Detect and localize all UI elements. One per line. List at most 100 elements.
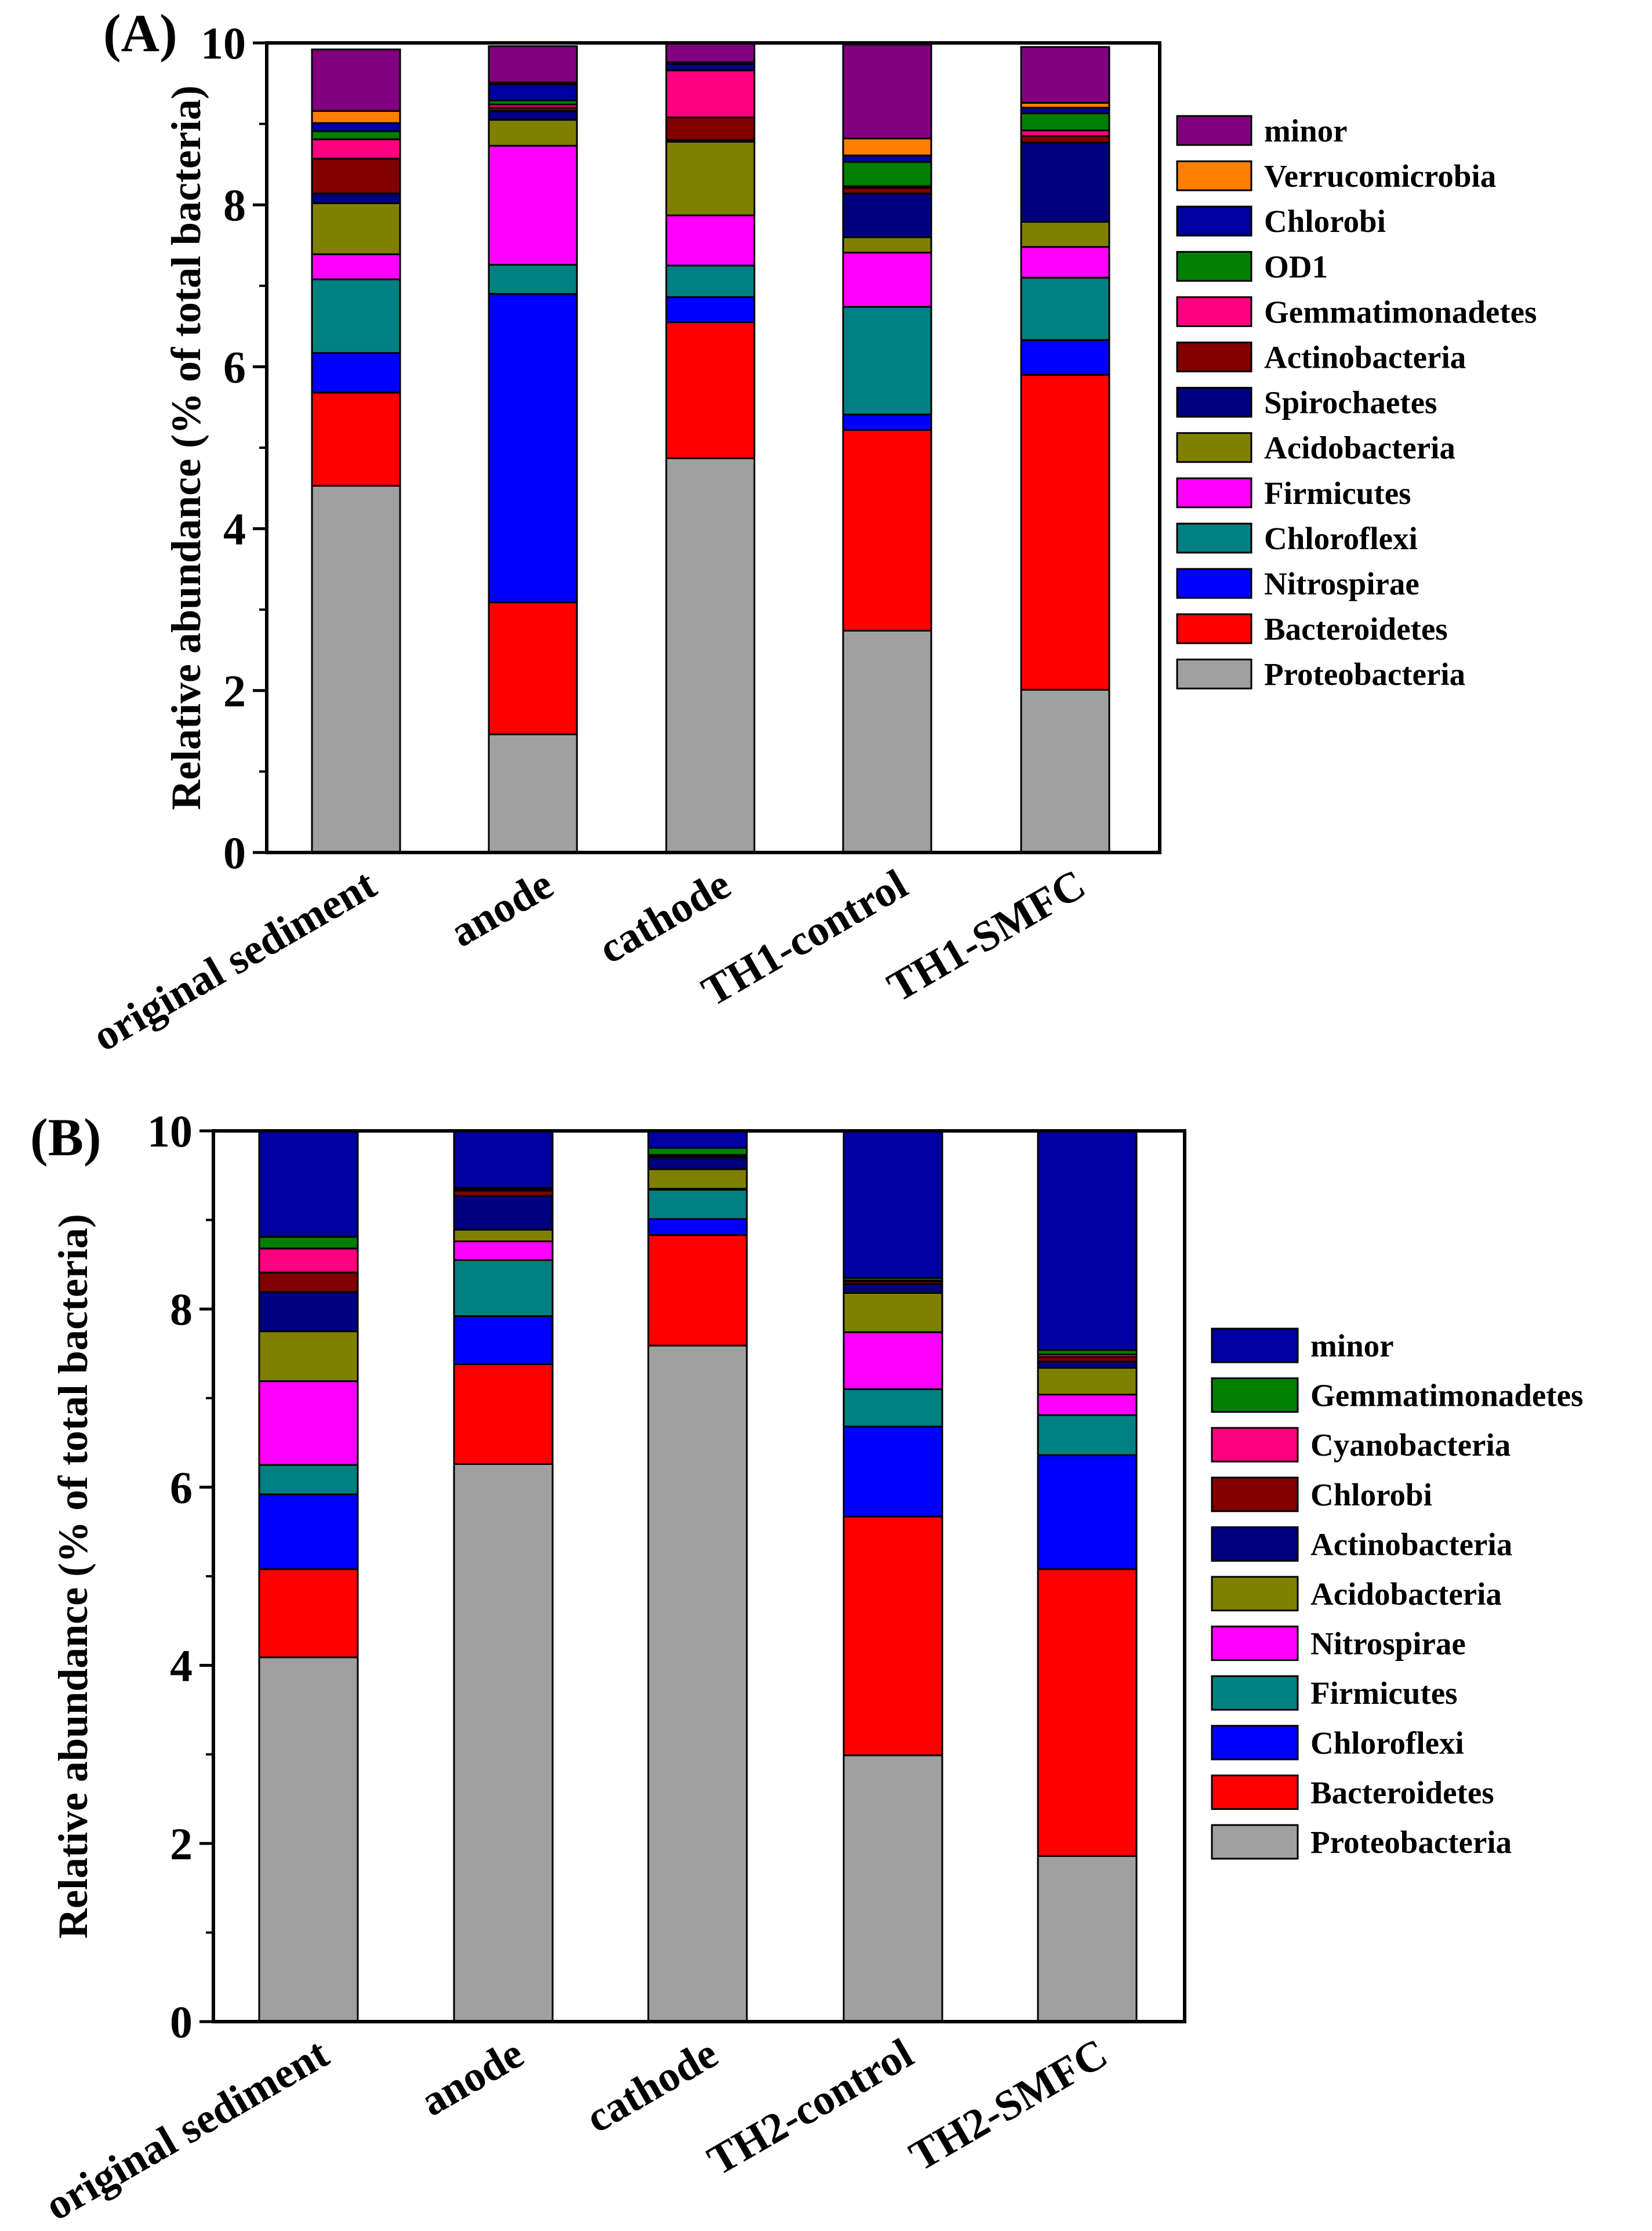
legend: minor Verrucomicrobia Chlorobi OD1 Gemmatimo… (1176, 113, 1537, 692)
legend-label: Gemmatimonadetes (1264, 294, 1537, 329)
legend-swatch (1211, 1774, 1299, 1810)
bar-segment-chloroflexi (1020, 277, 1110, 341)
x-tick-label: TH2-SMFC (902, 2030, 1116, 2181)
legend-label: minor (1264, 113, 1348, 148)
bar-segment-bacteroidetes (1037, 1568, 1138, 1857)
bar-segment-minor (665, 42, 756, 64)
bar-segment-acidobacteria (647, 1168, 748, 1190)
y-axis-label: Relative abundance (% of total bacteria) (163, 85, 209, 810)
bar-segment-proteobacteria (311, 485, 401, 854)
legend-swatch (1211, 1377, 1299, 1413)
bar-segment-bacteroidetes (842, 429, 932, 632)
bar-segment-chlorobi (488, 83, 578, 101)
panel-label: (B) (30, 1108, 101, 1167)
stacked-bar (311, 48, 401, 854)
legend-swatch (1176, 115, 1252, 146)
y-tick-label: 0 (223, 828, 246, 878)
x-tick-label: original sediment (37, 2030, 337, 2230)
bar-segment-minor (453, 1130, 554, 1189)
legend-swatch (1176, 432, 1252, 463)
bar-segment-gemmatimonadetes (665, 69, 756, 118)
bar-segment-actinobacteria (311, 158, 401, 195)
bar-segment-acidobacteria (258, 1330, 359, 1383)
bar-segment-proteobacteria (453, 1463, 554, 2023)
bar-segment-proteobacteria (258, 1656, 359, 2023)
bar-segment-spirochaetes (488, 110, 578, 121)
stacked-bar (1037, 1130, 1138, 2023)
bar-segment-chlorobi (258, 1271, 359, 1293)
legend-label: Actinobacteria (1264, 340, 1466, 375)
y-tick-label: 4 (170, 1641, 193, 1691)
bar-segment-chloroflexi (453, 1315, 554, 1365)
bar-segment-minor (488, 45, 578, 84)
bar-segment-acidobacteria (843, 1292, 943, 1333)
bar-segment-actinobacteria (453, 1195, 554, 1231)
bar-segment-nitrospirae (843, 1331, 943, 1390)
bar-segment-firmicutes (311, 253, 401, 281)
legend-label: Firmicutes (1264, 476, 1411, 511)
bar-segment-verrucomicrobia (311, 110, 401, 124)
bar-segment-minor (258, 1130, 359, 1238)
bar-segment-od1 (311, 130, 401, 140)
y-tick-label: 10 (147, 1106, 193, 1156)
legend-label: Proteobacteria (1310, 1824, 1512, 1860)
bar-segment-bacteroidetes (665, 321, 756, 459)
bar-segment-firmicutes (1037, 1414, 1138, 1456)
legend-label: Bacteroidetes (1310, 1775, 1494, 1810)
bar-segment-nitrospirae (453, 1240, 554, 1261)
bar-segment-nitrospirae (842, 413, 932, 431)
stacked-bar (665, 42, 756, 854)
bar-segment-firmicutes (843, 1388, 943, 1428)
legend-swatch (1176, 568, 1252, 599)
bar-segment-firmicutes (258, 1464, 359, 1496)
y-tick-label: 8 (223, 180, 246, 230)
legend-label: OD1 (1264, 249, 1328, 284)
bar-segment-chloroflexi (258, 1493, 359, 1570)
legend-swatch (1211, 1477, 1299, 1512)
x-tick-label: anode (413, 2030, 532, 2126)
bar-segment-cyanobacteria (258, 1247, 359, 1274)
bar-segment-chloroflexi (488, 264, 578, 295)
bar-segment-chlorobi (842, 154, 932, 163)
bar-segment-firmicutes (665, 214, 756, 267)
y-tick-label: 8 (170, 1284, 193, 1334)
legend-swatch (1176, 342, 1252, 372)
bar-segment-minor (1037, 1130, 1138, 1351)
bar-segment-chloroflexi (665, 264, 756, 298)
legend: minor Gemmatimonadetes Cyanobacteria Chloro… (1211, 1327, 1583, 1860)
y-tick-label: 2 (170, 1819, 193, 1869)
stacked-bar (843, 1130, 943, 2023)
bar-segment-gemmatimonadetes (647, 1147, 748, 1156)
bar-segment-actinobacteria (1037, 1361, 1138, 1369)
bar-segment-acidobacteria (842, 236, 932, 254)
y-tick-label: 10 (201, 18, 246, 68)
legend-label: Acidobacteria (1264, 430, 1455, 466)
legend-swatch (1176, 251, 1252, 282)
bar-segment-actinobacteria (258, 1291, 359, 1333)
bar-segment-firmicutes (647, 1188, 748, 1220)
bar-segment-acidobacteria (1037, 1367, 1138, 1396)
legend-label: Gemmatimonadetes (1310, 1378, 1583, 1413)
legend-swatch (1176, 387, 1252, 418)
legend-label: Nitrospirae (1310, 1626, 1466, 1662)
y-tick-label: 6 (223, 342, 246, 392)
legend-label: Nitrospirae (1264, 566, 1419, 601)
bar-segment-nitrospirae (1020, 339, 1110, 376)
legend-label: Acidobacteria (1310, 1576, 1502, 1612)
legend-label: Chloroflexi (1264, 521, 1418, 556)
bar-segment-acidobacteria (488, 119, 578, 147)
bar-segment-minor (843, 1130, 943, 1279)
bar-segment-nitrospirae (258, 1380, 359, 1466)
legend-swatch (1176, 477, 1252, 509)
y-tick-label: 4 (223, 504, 246, 554)
bar-segment-firmicutes (453, 1259, 554, 1317)
bar-segment-chloroflexi (311, 278, 401, 354)
bar-segment-acidobacteria (1020, 221, 1110, 248)
legend-label: Cyanobacteria (1310, 1427, 1511, 1463)
bar-segment-proteobacteria (1037, 1855, 1138, 2023)
bar-segment-nitrospirae (1037, 1394, 1138, 1416)
bar-segment-minor (647, 1130, 748, 1149)
legend-swatch (1211, 1427, 1299, 1463)
bar-segment-gemmatimonadetes (311, 138, 401, 160)
bar-segment-chloroflexi (1037, 1454, 1138, 1570)
